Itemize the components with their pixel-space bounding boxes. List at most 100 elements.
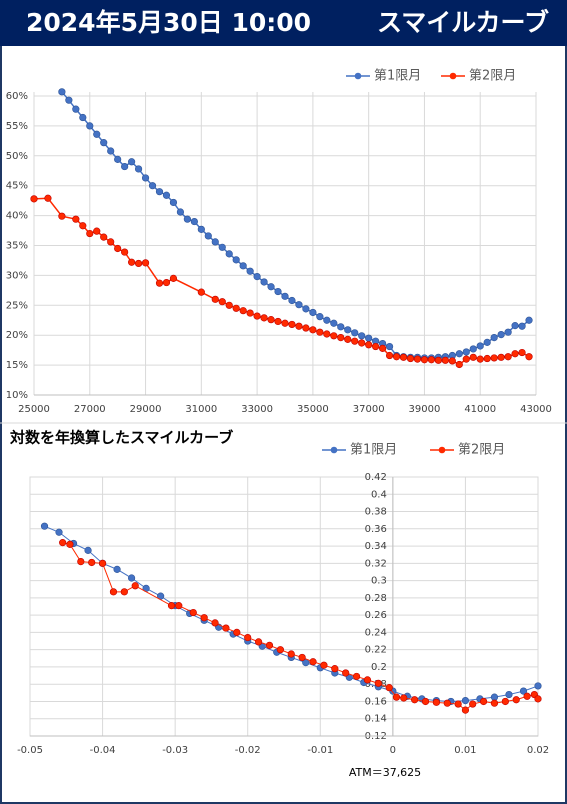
data-point <box>121 162 129 171</box>
data-point <box>441 356 449 364</box>
data-point <box>365 341 373 349</box>
data-point <box>363 676 372 684</box>
data-point <box>77 558 85 566</box>
data-point <box>331 665 339 673</box>
y-tick-label: 0.22 <box>365 645 387 656</box>
data-point <box>128 574 136 582</box>
x-tick-label: 31000 <box>185 404 217 415</box>
data-point <box>114 155 122 163</box>
y-tick-label: 20% <box>6 330 28 341</box>
data-point <box>86 122 94 130</box>
data-point <box>58 88 66 96</box>
data-point <box>309 326 317 334</box>
data-point <box>309 308 317 317</box>
data-point <box>525 316 533 324</box>
data-point <box>175 602 183 610</box>
data-point <box>225 301 233 309</box>
x-tick-label: 0 <box>390 745 396 756</box>
data-point <box>107 238 115 246</box>
x-tick-label: 39000 <box>409 404 441 415</box>
y-tick-label: 0.2 <box>371 662 387 673</box>
data-point <box>392 693 401 701</box>
data-point <box>246 309 254 317</box>
data-point <box>455 360 463 369</box>
data-point <box>323 316 331 324</box>
y-tick-label: 0.32 <box>365 558 387 569</box>
data-point <box>255 638 263 646</box>
data-point <box>55 528 63 536</box>
data-point <box>372 342 380 351</box>
x-tick-label: 25000 <box>18 404 50 415</box>
y-tick-label: 0.14 <box>365 714 387 725</box>
data-point <box>501 697 509 706</box>
y-tick-label: 30% <box>6 270 28 281</box>
data-point <box>232 304 240 312</box>
data-point <box>518 322 526 330</box>
data-point <box>469 353 477 361</box>
y-tick-label: 0.3 <box>371 576 387 587</box>
data-point <box>167 602 176 610</box>
data-point <box>511 350 519 358</box>
data-point <box>276 646 284 654</box>
data-point <box>100 139 108 147</box>
data-point <box>288 296 296 305</box>
y-tick-label: 0.16 <box>365 696 387 707</box>
x-tick-label: -0.03 <box>162 745 188 756</box>
data-point <box>218 298 226 306</box>
data-point <box>183 215 191 223</box>
y-tick-label: 0.26 <box>365 610 387 621</box>
legend-label: 第1限月 <box>350 443 397 458</box>
data-point <box>134 165 143 173</box>
header-bar <box>0 0 567 46</box>
data-point <box>197 225 205 233</box>
data-point <box>295 301 303 309</box>
x-tick-label: 27000 <box>74 404 106 415</box>
data-point <box>351 337 359 345</box>
data-point <box>72 105 80 113</box>
data-point <box>141 259 150 267</box>
y-tick-label: 25% <box>6 300 28 311</box>
data-point <box>511 322 519 330</box>
data-point <box>323 330 331 338</box>
data-point <box>518 348 526 357</box>
data-point <box>365 334 373 342</box>
data-point <box>434 356 442 364</box>
data-point <box>490 333 498 342</box>
header-date: 2024年5月30日 10:00 <box>26 8 311 37</box>
data-point <box>461 706 470 714</box>
data-point <box>225 250 233 258</box>
y-tick-label: 0.42 <box>365 472 387 483</box>
data-point <box>374 679 382 687</box>
data-point <box>274 287 282 296</box>
data-point <box>344 335 352 343</box>
data-point <box>443 699 451 707</box>
x-tick-label: 41000 <box>464 404 496 415</box>
data-point <box>490 699 499 707</box>
data-point <box>211 619 219 627</box>
y-tick-label: 0.28 <box>365 593 387 604</box>
data-point <box>267 316 275 324</box>
data-point <box>253 312 261 320</box>
data-point <box>461 697 470 705</box>
data-point <box>525 353 533 361</box>
data-point <box>40 522 49 530</box>
data-point <box>427 356 436 364</box>
x-tick-label: 37000 <box>353 404 385 415</box>
x-tick-label: -0.02 <box>235 745 261 756</box>
data-point <box>476 342 484 350</box>
data-point <box>385 351 394 360</box>
data-point <box>66 540 74 548</box>
data-point <box>59 539 67 547</box>
y-tick-label: 0.24 <box>365 627 387 638</box>
data-point <box>84 546 92 554</box>
legend-label: 第1限月 <box>374 69 421 84</box>
header-title: スマイルカーブ <box>377 8 549 37</box>
data-point <box>218 243 226 251</box>
y-tick-label: 55% <box>6 121 28 132</box>
data-point <box>169 198 178 207</box>
data-point <box>497 353 505 361</box>
data-point <box>406 354 415 363</box>
data-point <box>204 232 212 240</box>
data-point <box>400 694 408 702</box>
